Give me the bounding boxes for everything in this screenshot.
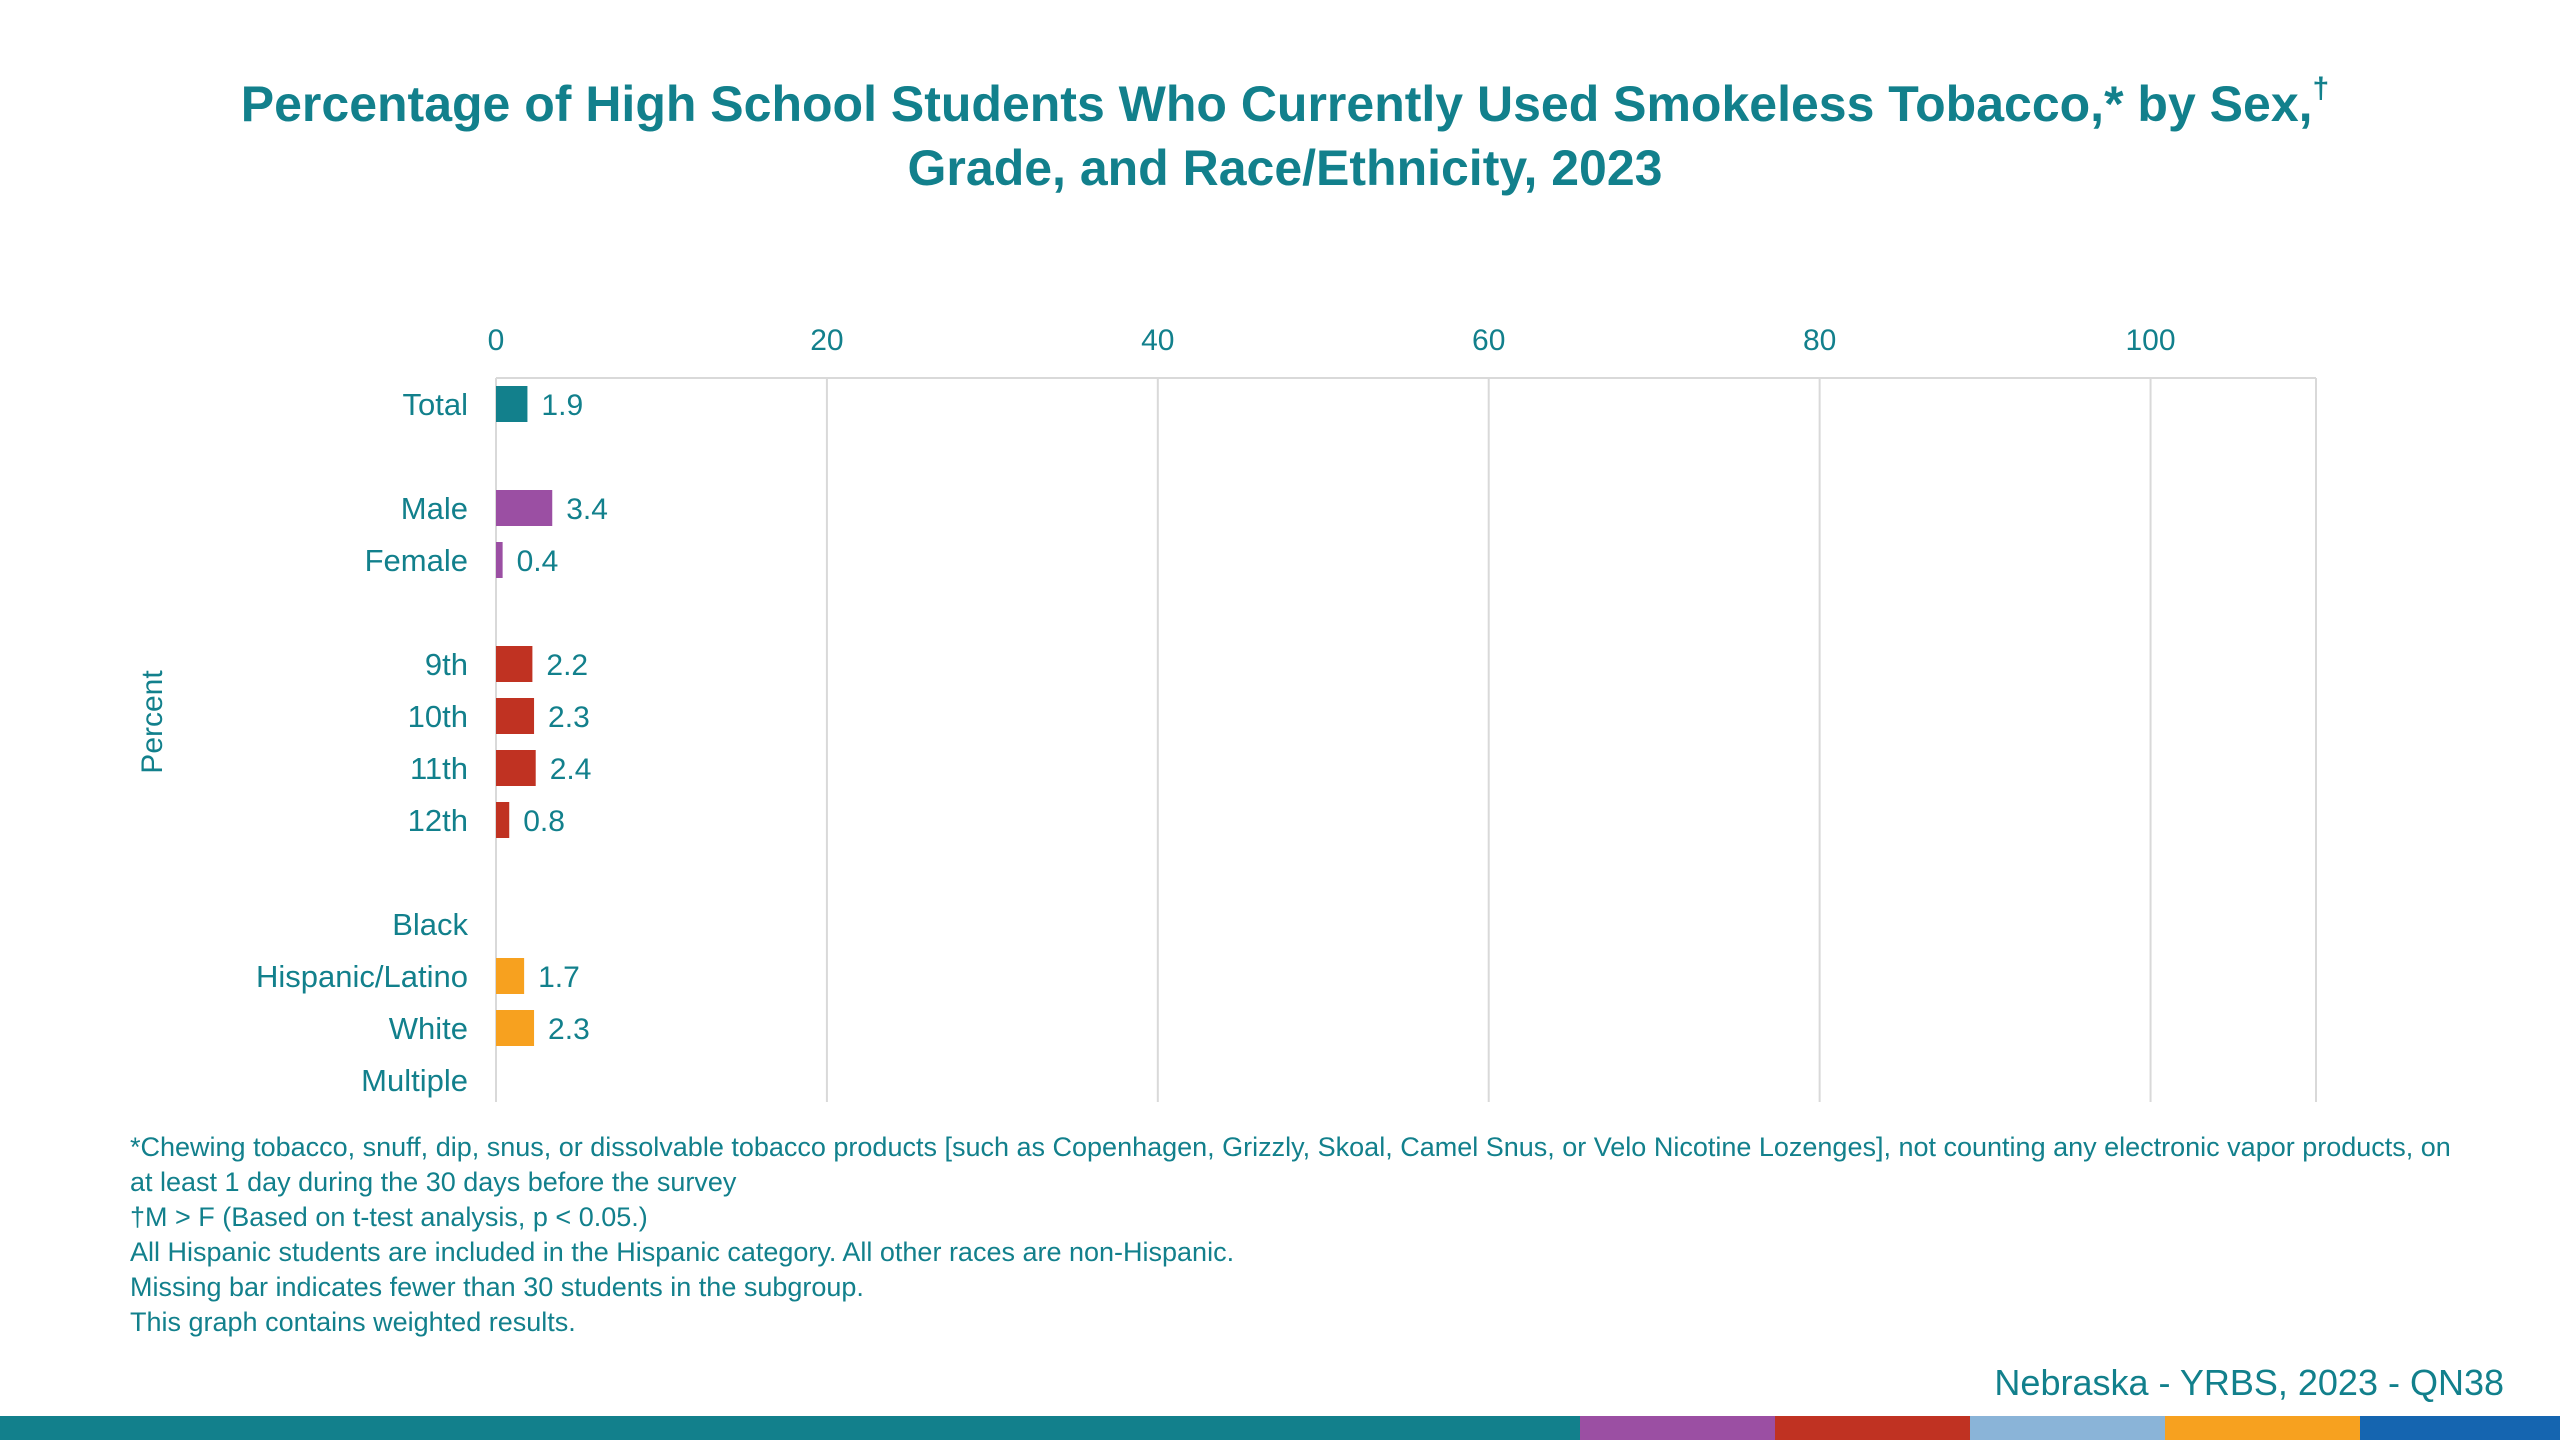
title-line-2: Grade, and Race/Ethnicity, 2023 bbox=[907, 140, 1663, 196]
value-label-11th: 2.4 bbox=[550, 753, 592, 786]
x-tick-label-20: 20 bbox=[810, 324, 843, 357]
value-label-12th: 0.8 bbox=[523, 805, 565, 838]
category-label-multiple: Multiple bbox=[361, 1063, 468, 1098]
bar-male bbox=[496, 490, 553, 526]
y-axis-label: Percent bbox=[136, 670, 169, 774]
category-label-hispanic-latino: Hispanic/Latino bbox=[256, 959, 468, 994]
grid-lines bbox=[495, 377, 2317, 1102]
value-labels: 1.9 3.40.4 2.2 2.3 2.4 0.8 1.7 2.3 bbox=[517, 389, 608, 1046]
footnotes: *Chewing tobacco, snuff, dip, snus, or d… bbox=[130, 1130, 2460, 1340]
value-label-male: 3.4 bbox=[566, 493, 608, 526]
footnote-definition: *Chewing tobacco, snuff, dip, snus, or d… bbox=[130, 1132, 2451, 1197]
bar-female bbox=[496, 542, 503, 578]
value-label-10th: 2.3 bbox=[548, 701, 590, 734]
source-label: Nebraska - YRBS, 2023 - QN38 bbox=[1994, 1362, 2504, 1403]
bar-11th bbox=[496, 750, 536, 786]
x-tick-label-60: 60 bbox=[1472, 324, 1505, 357]
x-tick-label-40: 40 bbox=[1141, 324, 1174, 357]
x-axis-ticks: 0 20 40 60 80 100 bbox=[488, 324, 2176, 357]
brand-bar-segment bbox=[2165, 1416, 2360, 1440]
footnote-missing-bar: Missing bar indicates fewer than 30 stud… bbox=[130, 1272, 864, 1302]
value-label-total: 1.9 bbox=[541, 389, 583, 422]
bar-10th bbox=[496, 698, 535, 734]
category-label-9th: 9th bbox=[425, 647, 468, 682]
category-label-black: Black bbox=[392, 907, 468, 942]
category-label-10th: 10th bbox=[408, 699, 468, 734]
category-label-total: Total bbox=[403, 387, 468, 422]
bar-9th bbox=[496, 646, 533, 682]
title-line-1: Percentage of High School Students Who C… bbox=[240, 76, 2313, 132]
x-tick-label-100: 100 bbox=[2126, 324, 2176, 357]
brand-bar-segment bbox=[1775, 1416, 1970, 1440]
value-label-9th: 2.2 bbox=[546, 649, 588, 682]
value-label-female: 0.4 bbox=[517, 545, 559, 578]
category-label-female: Female bbox=[365, 543, 468, 578]
bars bbox=[496, 386, 553, 1046]
footnote-hispanic: All Hispanic students are included in th… bbox=[130, 1237, 1235, 1267]
brand-color-bar bbox=[0, 1416, 2560, 1440]
value-label-white: 2.3 bbox=[548, 1013, 590, 1046]
category-label-male: Male bbox=[401, 491, 468, 526]
footnote-significance: †M > F (Based on t-test analysis, p < 0.… bbox=[130, 1202, 648, 1232]
x-tick-label-0: 0 bbox=[488, 324, 505, 357]
bar-12th bbox=[496, 802, 510, 838]
bar-total bbox=[496, 386, 528, 422]
bar-chart: 0 20 40 60 80 100 Total Male Female 9th 10th 11th 1… bbox=[136, 324, 2317, 1102]
category-label-12th: 12th bbox=[408, 803, 468, 838]
category-label-11th: 11th bbox=[410, 751, 468, 786]
x-tick-label-80: 80 bbox=[1803, 324, 1836, 357]
category-labels: Total Male Female 9th 10th 11th 12th Black Hispa… bbox=[256, 387, 468, 1098]
brand-bar-segment bbox=[0, 1416, 1580, 1440]
bar-white bbox=[496, 1010, 535, 1046]
bar-hispanic-latino bbox=[496, 958, 525, 994]
footnote-weighted: This graph contains weighted results. bbox=[130, 1307, 576, 1337]
brand-bar-segment bbox=[1580, 1416, 1775, 1440]
value-label-hispanic-latino: 1.7 bbox=[538, 961, 580, 994]
brand-bar-segment bbox=[2360, 1416, 2560, 1440]
category-label-white: White bbox=[389, 1011, 468, 1046]
brand-bar-segment bbox=[1970, 1416, 2165, 1440]
chart-title: Percentage of High School Students Who C… bbox=[120, 72, 2450, 200]
title-dagger: † bbox=[2312, 72, 2330, 105]
